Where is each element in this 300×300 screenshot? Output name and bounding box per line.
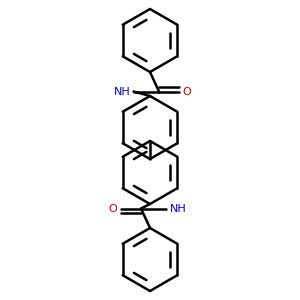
Text: NH: NH bbox=[114, 86, 130, 97]
Text: NH: NH bbox=[169, 203, 186, 214]
Text: O: O bbox=[108, 203, 117, 214]
Text: O: O bbox=[183, 86, 192, 97]
